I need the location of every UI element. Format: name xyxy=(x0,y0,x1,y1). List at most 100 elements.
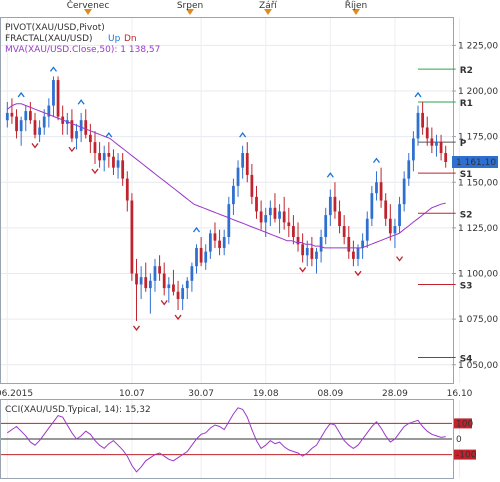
fractal-down-icon xyxy=(91,168,99,175)
date-tick-label: 19.08 xyxy=(253,389,279,399)
horizontal-gridlines xyxy=(1,44,452,366)
candle-body xyxy=(365,218,369,241)
candle-body xyxy=(282,211,286,223)
candle-body xyxy=(148,280,152,289)
candle-body xyxy=(310,247,314,259)
fractal-up-icon xyxy=(192,226,201,233)
candle-body xyxy=(315,251,318,259)
month-label: Červenec xyxy=(67,0,110,11)
pivot-label: S1 xyxy=(460,170,473,180)
date-tick-label: 02.06.2015 xyxy=(0,389,33,399)
candle-body xyxy=(416,112,420,139)
candle-body xyxy=(375,182,378,194)
fractal-down-icon xyxy=(396,256,404,262)
candle-body xyxy=(167,284,171,289)
candle-body xyxy=(28,111,32,121)
fractal-markers xyxy=(17,66,422,332)
fractal-up-icon xyxy=(17,91,25,98)
candle-body xyxy=(338,211,341,227)
candle-body xyxy=(370,193,374,219)
candle-body xyxy=(79,120,83,132)
pivot-label: S2 xyxy=(460,210,473,220)
price-tick-label: 1 125,00 xyxy=(458,224,498,234)
candle-body xyxy=(107,153,111,157)
fractal-indicator-label: FRACTAL(XAU/USD) xyxy=(5,34,93,44)
candle-body xyxy=(287,222,291,227)
fractal-up-label: Up xyxy=(108,34,121,44)
fractal-down-icon xyxy=(31,143,39,149)
cci-indicator-label: CCI(XAU/USD.Typical, 14): 15,32 xyxy=(5,405,151,415)
candle-body xyxy=(47,105,51,117)
candle-body xyxy=(213,233,217,241)
last-price-tag: 1 161,10 xyxy=(452,155,498,168)
candle-body xyxy=(259,211,263,223)
fractal-up-icon xyxy=(49,66,57,72)
fractal-up-icon xyxy=(105,132,113,138)
fractal-up-icon xyxy=(77,99,85,105)
fractal-down-icon xyxy=(160,300,168,306)
candle-body xyxy=(296,237,300,245)
candle-body xyxy=(236,167,240,186)
candle-body xyxy=(10,112,14,117)
candle-body xyxy=(301,244,305,256)
fractal-down-icon xyxy=(132,325,141,332)
price-tick-label: 1 100,00 xyxy=(458,270,498,280)
pivot-label: R2 xyxy=(460,66,473,76)
date-tick-label: 08.09 xyxy=(317,389,343,399)
price-tick-label: 1 200,00 xyxy=(458,87,498,97)
date-tick-label: 28.09 xyxy=(382,389,408,399)
candle-body xyxy=(125,178,129,201)
month-marker-icon xyxy=(352,9,360,15)
price-tick-label: 1 150,00 xyxy=(458,178,498,188)
mva-line xyxy=(6,103,446,249)
candle-body xyxy=(172,284,175,292)
cci-level-tag xyxy=(454,418,472,429)
candle-body xyxy=(398,204,401,227)
pivot-label: S4 xyxy=(460,354,473,364)
month-label: Srpen xyxy=(177,1,203,11)
candle-body xyxy=(384,200,388,219)
date-axis: 02.06.2015 10.07 30.07 19.08 08.09 28.09 16.10 xyxy=(0,389,473,399)
candle-body xyxy=(38,127,41,135)
candle-body xyxy=(379,182,383,201)
cci-level-label: 0 xyxy=(456,435,462,445)
candle-body xyxy=(273,207,277,219)
cci-series-line xyxy=(7,407,446,473)
candle-body xyxy=(56,80,60,117)
cci-panel-frame xyxy=(0,399,454,479)
month-header: Červenec Srpen Září Říjen xyxy=(67,0,367,15)
candle-body xyxy=(264,215,268,223)
candle-body xyxy=(102,153,106,161)
price-tick-label: 1 075,00 xyxy=(458,315,498,325)
candle-body xyxy=(393,226,397,234)
price-tag-label: 1 161,10 xyxy=(456,158,496,168)
candle-body xyxy=(278,211,281,219)
month-marker-icon xyxy=(264,9,272,15)
candle-body xyxy=(88,134,92,143)
candle-body xyxy=(319,237,323,252)
candle-body xyxy=(195,247,198,267)
candle-body xyxy=(204,251,208,263)
candle-body xyxy=(439,142,443,154)
date-tick-label: 16.10 xyxy=(447,389,473,399)
candle-body xyxy=(116,160,120,168)
candle-body xyxy=(144,277,148,289)
cci-level-label: -100 xyxy=(456,451,477,461)
candle-body xyxy=(158,266,161,274)
candle-body xyxy=(15,116,18,132)
mva-indicator-label: MVA(XAU/USD.Close,50): 1 138,57 xyxy=(5,45,160,55)
candle-body xyxy=(407,160,411,179)
cci-level-label: 100 xyxy=(456,419,473,429)
candle-body xyxy=(19,120,23,132)
candle-body xyxy=(388,218,392,234)
candle-body xyxy=(292,226,295,237)
candle-body xyxy=(222,237,226,248)
candle-body xyxy=(333,196,337,212)
main-panel-frame xyxy=(0,17,454,384)
candle-body xyxy=(245,153,249,175)
candle-body xyxy=(241,153,245,168)
candle-body xyxy=(347,237,351,252)
fractal-up-icon xyxy=(326,172,334,178)
price-axis: 1 050,00 1 075,00 1 100,00 1 125,00 1 150,00… xyxy=(452,41,498,371)
